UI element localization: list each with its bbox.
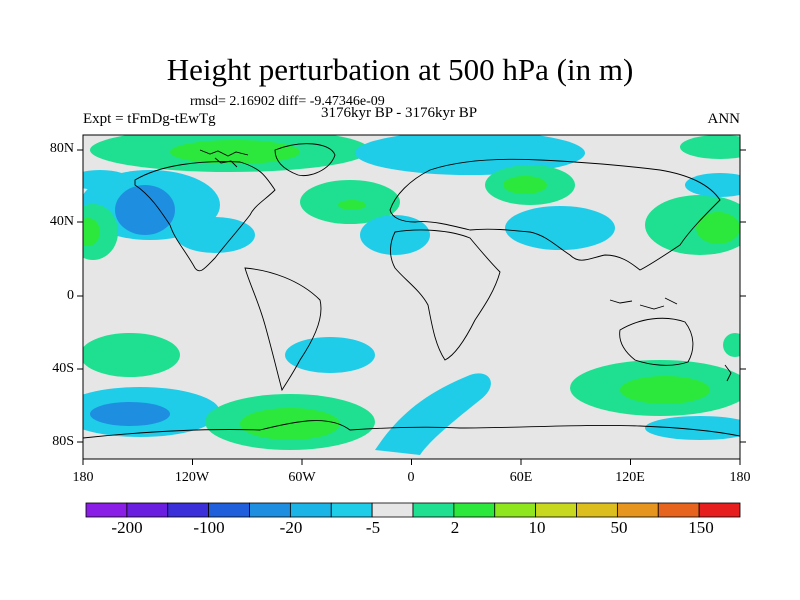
contour-region (355, 135, 585, 175)
lat-label: 80S (52, 434, 74, 449)
colorbar-swatch (453, 502, 496, 518)
coastline-greenland (274, 143, 336, 177)
contour-region (723, 333, 740, 357)
colorbar-label: -20 (279, 518, 303, 537)
lon-label: 120E (615, 470, 645, 485)
coastline-eurasia (389, 158, 721, 271)
contour-region (338, 200, 366, 210)
colorbar-swatch (249, 502, 291, 518)
colorbar-label: 2 (450, 518, 460, 537)
lat-ticks (77, 149, 746, 443)
colorbar-swatch (412, 502, 455, 518)
lon-ticks (82, 459, 741, 465)
coastline-indonesia (609, 297, 678, 310)
contour-region (83, 204, 118, 260)
colorbar-swatch (126, 502, 169, 518)
colorbar-label: -200 (111, 518, 143, 537)
colorbar-swatch (208, 502, 250, 518)
colorbar-swatch (494, 502, 537, 518)
lat-label: 40N (49, 214, 74, 229)
contour-region (696, 212, 740, 244)
colorbar-swatch (85, 502, 128, 518)
colorbar-swatch (576, 502, 618, 518)
coastline-antarctica (83, 420, 740, 439)
lat-label: 80N (49, 141, 74, 156)
colorbar-swatch (167, 502, 210, 518)
season-label: ANN (707, 111, 741, 127)
colorbar-label: 50 (610, 518, 628, 537)
contour-region (83, 218, 100, 246)
contour-region (83, 333, 180, 377)
colorbar-swatch (330, 502, 373, 518)
plot-title: Height perturbation at 500 hPa (in m) (166, 52, 634, 87)
colorbar-label: -5 (365, 518, 381, 537)
colorbar-swatch (657, 502, 700, 518)
coastline-archipelago (199, 149, 249, 168)
coastline-south-america (244, 267, 322, 392)
coastline-australia (619, 317, 694, 366)
lon-label: 180 (72, 470, 94, 485)
contour-region (90, 402, 170, 426)
contour-region (685, 173, 740, 197)
contour-region (375, 373, 491, 455)
colorbar-swatch (371, 502, 414, 518)
colorbar (85, 502, 741, 518)
colorbar-swatch (289, 502, 332, 518)
colorbar-swatch (616, 502, 659, 518)
contour-region (645, 416, 740, 440)
lat-label: 0 (67, 288, 74, 303)
contour-region (680, 135, 740, 159)
coastline-north-america (134, 161, 276, 272)
contour-region (360, 215, 430, 255)
colorbar-swatch (698, 502, 741, 518)
lon-label: 120W (174, 470, 210, 485)
rmsd-diff-stats: rmsd= 2.16902 diff= -9.47346e-09 (190, 94, 385, 109)
lon-label: 60E (509, 470, 533, 485)
lon-label: 60W (288, 470, 316, 485)
contour-region (175, 217, 255, 253)
colorbar-swatch (535, 502, 577, 518)
colorbar-label: 150 (688, 518, 714, 537)
experiment-label: Expt = tFmDg-tEwTg (83, 111, 216, 127)
coastline-new-zealand (724, 364, 732, 382)
contour-region (505, 206, 615, 250)
contour-region (240, 408, 340, 440)
contour-region (83, 170, 130, 190)
coastline-africa (390, 229, 501, 361)
contour-region (285, 337, 375, 373)
lon-label: 180 (729, 470, 751, 485)
contour-region (115, 185, 175, 235)
period-label: 3176kyr BP - 3176kyr BP (321, 105, 478, 121)
coastlines (83, 143, 740, 439)
contour-region (620, 376, 710, 404)
lat-label: 40S (52, 361, 74, 376)
contour-region (503, 176, 547, 194)
colorbar-label: -100 (193, 518, 225, 537)
colorbar-label: 10 (528, 518, 546, 537)
lon-label: 0 (407, 470, 415, 485)
